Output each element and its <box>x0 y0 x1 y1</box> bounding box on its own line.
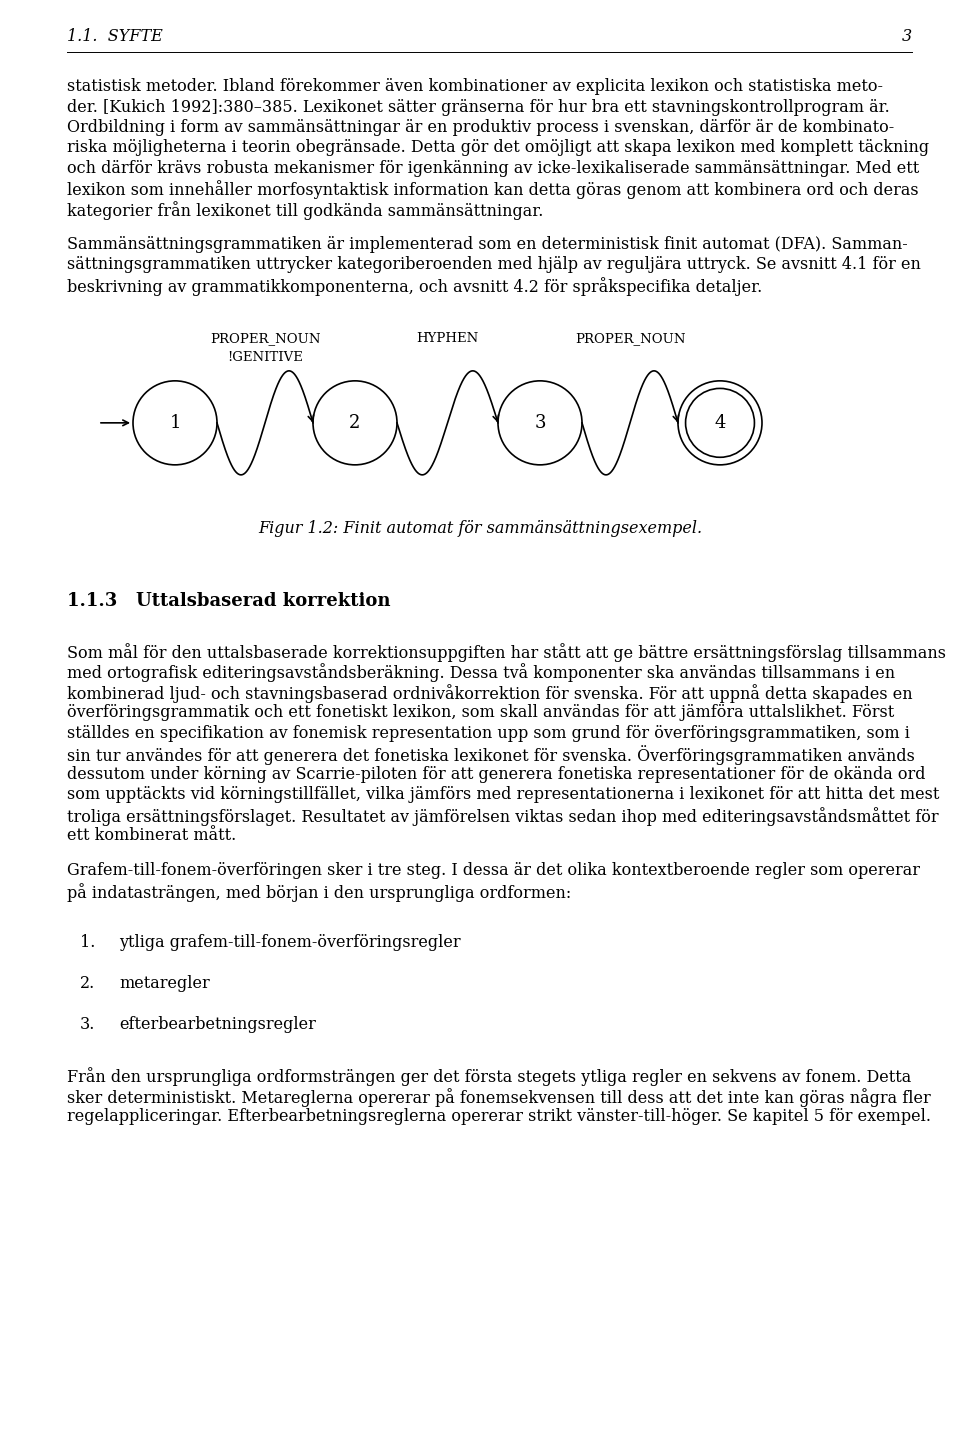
Text: ytliga grafem-till-fonem-överföringsregler: ytliga grafem-till-fonem-överföringsregl… <box>119 933 461 951</box>
Text: 1: 1 <box>169 414 180 432</box>
Text: 3: 3 <box>535 414 545 432</box>
Text: 3: 3 <box>901 28 912 45</box>
Text: med ortografisk editeringsavståndsberäkning. Dessa två komponenter ska användas : med ortografisk editeringsavståndsberäkn… <box>67 663 895 682</box>
Text: Från den ursprungliga ordformsträngen ger det första stegets ytliga regler en se: Från den ursprungliga ordformsträngen ge… <box>67 1067 911 1086</box>
Text: 1.1.  SYFTE: 1.1. SYFTE <box>67 28 163 45</box>
Text: beskrivning av grammatikkomponenterna, och avsnitt 4.2 för språkspecifika detalj: beskrivning av grammatikkomponenterna, o… <box>67 276 762 295</box>
Text: Ordbildning i form av sammänsättningar är en produktiv process i svenskan, därfö: Ordbildning i form av sammänsättningar ä… <box>67 119 895 137</box>
Text: !GENITIVE: !GENITIVE <box>228 352 303 365</box>
Text: PROPER_NOUN: PROPER_NOUN <box>209 332 321 345</box>
Text: lexikon som innehåller morfosyntaktisk information kan detta göras genom att kom: lexikon som innehåller morfosyntaktisk i… <box>67 180 919 199</box>
Text: sättningsgrammatiken uttrycker kategoriberoenden med hjälp av reguljära uttryck.: sättningsgrammatiken uttrycker kategorib… <box>67 256 921 273</box>
Text: och därför krävs robusta mekanismer för igenkänning av icke-lexikaliserade sammä: och därför krävs robusta mekanismer för … <box>67 160 920 177</box>
Text: på indatasträngen, med början i den ursprungliga ordformen:: på indatasträngen, med början i den ursp… <box>67 883 571 901</box>
Text: 4: 4 <box>714 414 726 432</box>
Text: troliga ersättningsförslaget. Resultatet av jämförelsen viktas sedan ihop med ed: troliga ersättningsförslaget. Resultatet… <box>67 807 939 826</box>
Text: efterbearbetningsregler: efterbearbetningsregler <box>119 1016 316 1032</box>
Text: Som mål för den uttalsbaserade korrektionsuppgiften har stått att ge bättre ersä: Som mål för den uttalsbaserade korrektio… <box>67 643 946 662</box>
Text: metaregler: metaregler <box>119 976 209 992</box>
Text: Figur 1.2: Finit automat för sammänsättningsexempel.: Figur 1.2: Finit automat för sammänsättn… <box>258 521 702 537</box>
Text: sin tur användes för att generera det fonetiska lexikonet för svenska. Överförin: sin tur användes för att generera det fo… <box>67 746 915 765</box>
Text: Sammänsättningsgrammatiken är implementerad som en deterministisk finit automat : Sammänsättningsgrammatiken är implemente… <box>67 236 908 253</box>
Text: överföringsgrammatik och ett fonetiskt lexikon, som skall användas för att jämfö: överföringsgrammatik och ett fonetiskt l… <box>67 704 895 721</box>
Text: riska möjligheterna i teorin obegränsade. Detta gör det omöjligt att skapa lexik: riska möjligheterna i teorin obegränsade… <box>67 140 929 157</box>
Text: 2.: 2. <box>80 976 95 992</box>
Text: 3.: 3. <box>80 1016 95 1032</box>
Text: kategorier från lexikonet till godkända sammänsättningar.: kategorier från lexikonet till godkända … <box>67 201 543 220</box>
Text: 2: 2 <box>349 414 361 432</box>
Text: PROPER_NOUN: PROPER_NOUN <box>575 332 685 345</box>
Text: 1.1.3   Uttalsbaserad korrektion: 1.1.3 Uttalsbaserad korrektion <box>67 592 391 609</box>
Text: der. [Kukich 1992]:380–385. Lexikonet sätter gränserna för hur bra ett stavnings: der. [Kukich 1992]:380–385. Lexikonet sä… <box>67 99 890 115</box>
Text: Grafem-till-fonem-överföringen sker i tre steg. I dessa är det olika kontextbero: Grafem-till-fonem-överföringen sker i tr… <box>67 862 920 880</box>
Text: kombinerad ljud- och stavningsbaserad ordnivåkorrektion för svenska. För att upp: kombinerad ljud- och stavningsbaserad or… <box>67 683 913 702</box>
Text: ett kombinerat mått.: ett kombinerat mått. <box>67 827 236 845</box>
Text: sker deterministiskt. Metareglerna opererar på fonemsekvensen till dess att det : sker deterministiskt. Metareglerna opere… <box>67 1088 931 1106</box>
Text: ställdes en specifikation av fonemisk representation upp som grund för överförin: ställdes en specifikation av fonemisk re… <box>67 726 910 742</box>
Text: som upptäckts vid körningstillfället, vilka jämförs med representationerna i lex: som upptäckts vid körningstillfället, vi… <box>67 787 940 804</box>
Text: dessutom under körning av Scarrie-piloten för att generera fonetiska representat: dessutom under körning av Scarrie-pilote… <box>67 766 925 782</box>
Text: regelappliceringar. Efterbearbetningsreglerna opererar strikt vänster-till-höger: regelappliceringar. Efterbearbetningsreg… <box>67 1108 931 1125</box>
Text: 1.: 1. <box>80 933 95 951</box>
Text: HYPHEN: HYPHEN <box>417 332 479 345</box>
Text: statistisk metoder. Ibland förekommer även kombinationer av explicita lexikon oc: statistisk metoder. Ibland förekommer äv… <box>67 79 883 95</box>
